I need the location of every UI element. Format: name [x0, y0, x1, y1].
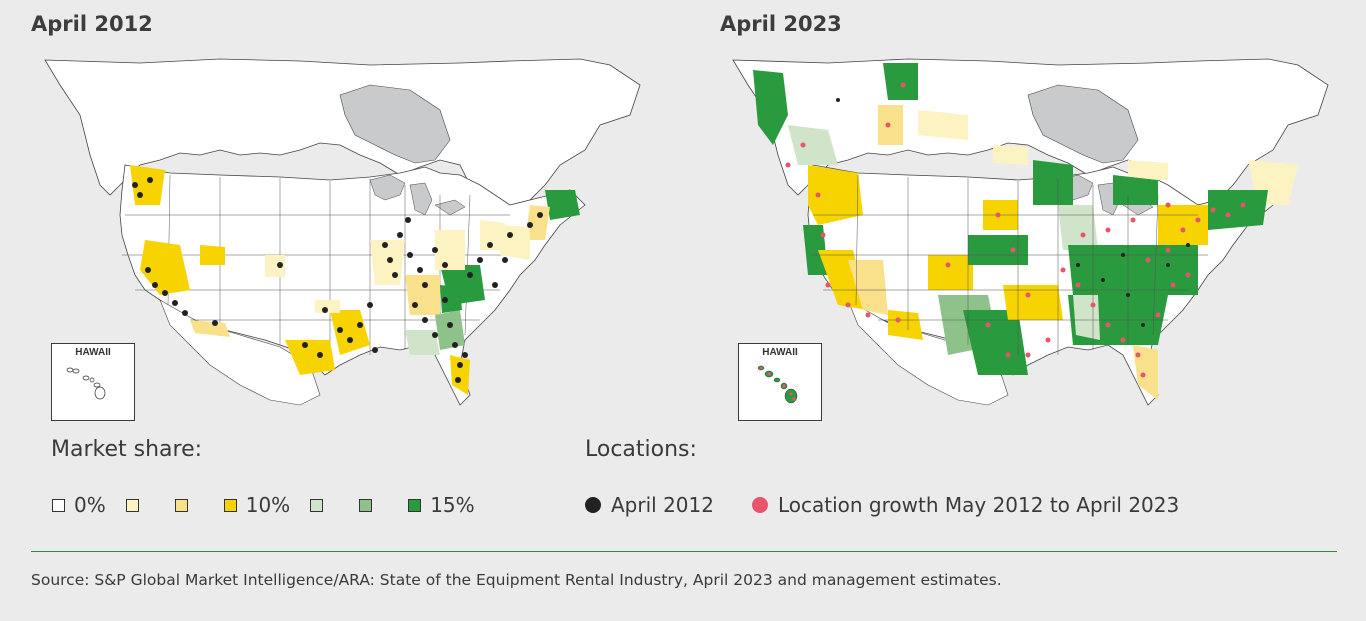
hawaii-label: HAWAII [75, 347, 111, 358]
swatch-label-0: 0% [74, 493, 106, 517]
divider [31, 551, 1337, 552]
locations-heading: Locations: [585, 437, 697, 462]
map-april-2023 [732, 58, 1329, 406]
hawaii-inset-2023: HAWAII [738, 343, 822, 421]
swatch-2 [174, 498, 188, 512]
source-note: Source: S&P Global Market Intelligence/A… [31, 571, 1002, 589]
dot-label-2012: April 2012 [611, 493, 714, 517]
swatch-4 [310, 498, 324, 512]
market-share-heading: Market share: [51, 437, 203, 462]
map-april-2012 [44, 58, 641, 406]
swatch-1 [125, 498, 139, 512]
swatch-6 [408, 498, 422, 512]
swatch-5 [359, 498, 373, 512]
hawaii-label: HAWAII [762, 347, 798, 358]
dot-growth [751, 497, 768, 513]
map-title-2012: April 2012 [31, 12, 153, 36]
locations-legend: April 2012 Location growth May 2012 to A… [585, 492, 1199, 518]
swatch-0 [52, 498, 65, 512]
market-share-legend: 0% 10% 15% [52, 492, 495, 518]
hawaii-islands-icon [757, 365, 798, 404]
swatch-label-3: 10% [245, 493, 291, 517]
swatch-3 [223, 498, 237, 512]
dot-label-growth: Location growth May 2012 to April 2023 [777, 493, 1180, 517]
hawaii-islands-icon [66, 367, 106, 400]
hawaii-inset-2012: HAWAII [51, 343, 135, 421]
swatch-label-6: 15% [430, 493, 475, 517]
map-title-2023: April 2023 [720, 12, 842, 36]
dot-2012 [585, 497, 601, 513]
